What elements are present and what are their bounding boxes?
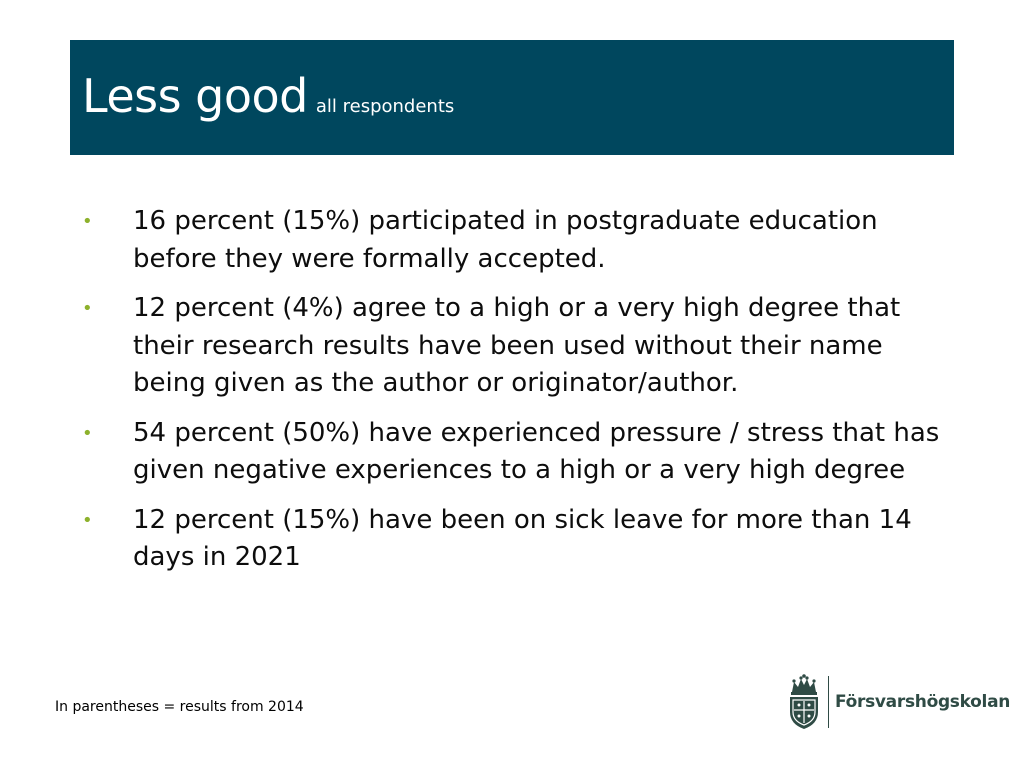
title-bar: Less good all respondents xyxy=(70,40,954,155)
bullet-list: • 16 percent (15%) participated in postg… xyxy=(80,203,940,589)
bullet-dot-icon: • xyxy=(82,422,93,444)
bullet-item: • 54 percent (50%) have experienced pres… xyxy=(80,415,940,490)
bullet-dot-icon: • xyxy=(82,509,93,531)
bullet-text: 12 percent (4%) agree to a high or a ver… xyxy=(133,293,901,398)
bullet-text: 16 percent (15%) participated in postgra… xyxy=(133,206,878,274)
bullet-item: • 16 percent (15%) participated in postg… xyxy=(80,203,940,278)
slide-subtitle: all respondents xyxy=(315,96,455,117)
institution-logo: Försvarshögskolan xyxy=(787,674,1010,730)
logo-text: Försvarshögskolan xyxy=(835,692,1011,712)
bullet-item: • 12 percent (15%) have been on sick lea… xyxy=(80,502,940,577)
logo-divider xyxy=(828,676,829,728)
slide-title-container: Less good all respondents xyxy=(82,66,454,137)
crown-shield-emblem-icon xyxy=(790,674,818,729)
bullet-item: • 12 percent (4%) agree to a high or a v… xyxy=(80,290,940,403)
bullet-text: 54 percent (50%) have experienced pressu… xyxy=(133,417,940,486)
bullet-dot-icon: • xyxy=(82,211,93,232)
bullet-dot-icon: • xyxy=(82,298,93,319)
slide-title: Less good xyxy=(82,69,308,123)
bullet-text: 12 percent (15%) have been on sick leave… xyxy=(133,504,912,573)
footnote: In parentheses = results from 2014 xyxy=(55,699,304,715)
